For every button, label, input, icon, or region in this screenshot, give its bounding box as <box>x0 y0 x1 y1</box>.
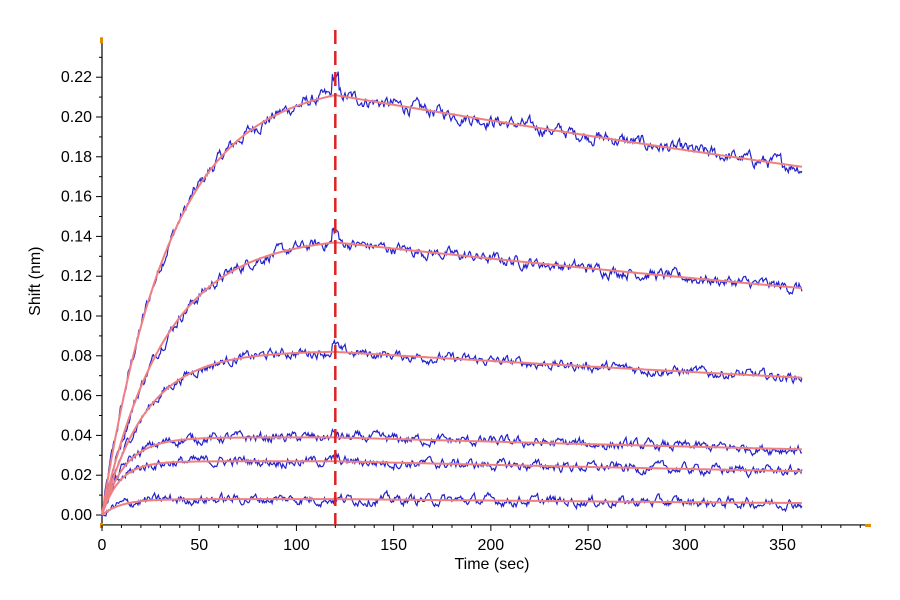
y-tick-label: 0.20 <box>61 109 92 126</box>
y-axis-title: Shift (nm) <box>27 247 44 316</box>
y-tick-label: 0.08 <box>61 348 92 365</box>
x-axis-end-cap <box>865 523 871 527</box>
fit-curve-4 <box>101 436 802 516</box>
y-tick-label: 0.04 <box>61 427 92 444</box>
x-tick-label: 150 <box>380 537 407 554</box>
x-axis-title: Time (sec) <box>454 556 529 573</box>
y-tick-label: 0.02 <box>61 467 92 484</box>
y-tick-label: 0.18 <box>61 149 92 166</box>
raw-trace-2 <box>101 227 803 514</box>
y-axis-end-cap <box>100 37 103 44</box>
x-tick-label: 200 <box>478 537 505 554</box>
x-tick-label: 100 <box>283 537 310 554</box>
fit-curve-6 <box>101 498 802 516</box>
y-axis-ticks: 0.00 0.02 0.04 0.06 0.08 0.10 0.12 0.14 0.16 0.18… <box>61 56 102 524</box>
raw-trace-1 <box>101 71 803 514</box>
fit-curve-3 <box>101 350 802 516</box>
y-tick-label: 0.12 <box>61 268 92 285</box>
raw-sensorgram-series <box>101 71 803 518</box>
fit-curve-5 <box>101 460 802 516</box>
y-tick-label: 0.10 <box>61 308 92 325</box>
raw-trace-4 <box>101 427 803 518</box>
x-tick-label: 50 <box>190 537 208 554</box>
x-tick-label: 300 <box>672 537 699 554</box>
raw-trace-6 <box>101 489 803 517</box>
fit-curve-series <box>101 94 803 516</box>
x-tick-label: 0 <box>98 537 107 554</box>
raw-trace-5 <box>101 452 803 514</box>
fit-curve-2 <box>101 241 802 516</box>
x-tick-label: 350 <box>769 537 796 554</box>
y-tick-label: 0.14 <box>61 228 92 245</box>
fit-curve-1 <box>101 94 803 516</box>
x-axis-ticks: 0 50 100 150 200 250 300 350 <box>98 524 861 554</box>
y-tick-label: 0.16 <box>61 189 92 206</box>
y-tick-label: 0.06 <box>61 388 92 405</box>
x-tick-label: 250 <box>575 537 602 554</box>
y-tick-label: 0.00 <box>61 507 92 524</box>
y-tick-label: 0.22 <box>61 69 92 86</box>
